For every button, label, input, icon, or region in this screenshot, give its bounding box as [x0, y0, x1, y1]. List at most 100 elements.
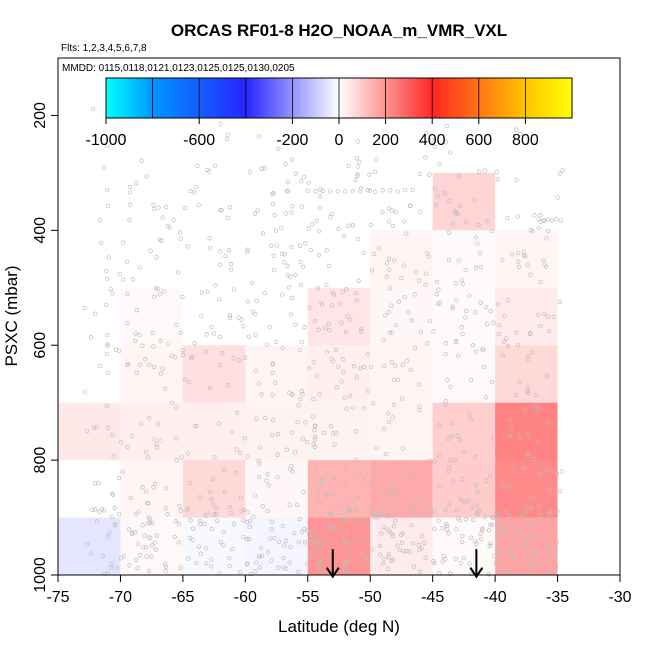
observation-point — [531, 551, 537, 557]
y-tick-label: 200 — [32, 102, 49, 129]
observation-point — [560, 168, 565, 173]
colorbar-segment — [264, 78, 268, 118]
observation-point — [440, 525, 445, 531]
observation-point — [338, 529, 343, 535]
colorbar-segment — [136, 78, 140, 118]
observation-point — [286, 188, 291, 193]
observation-point — [402, 219, 407, 224]
observation-point — [542, 311, 547, 316]
colorbar-segment — [441, 78, 445, 118]
observation-point — [209, 325, 214, 330]
observation-point — [275, 452, 280, 457]
heatmap-cell — [245, 517, 308, 575]
observation-point — [395, 543, 400, 548]
observation-point — [381, 524, 386, 530]
observation-point — [416, 278, 422, 283]
observation-point — [453, 556, 458, 561]
observation-point — [496, 524, 502, 530]
observation-point — [525, 454, 531, 459]
observation-point — [127, 184, 133, 190]
observation-point — [207, 386, 213, 391]
observation-point — [172, 534, 178, 540]
observation-point — [499, 567, 504, 572]
observation-point — [367, 482, 372, 487]
observation-point — [275, 474, 280, 480]
observation-point — [473, 310, 478, 315]
colorbar-segment — [355, 78, 359, 118]
observation-point — [302, 526, 307, 532]
colorbar-segment — [348, 78, 352, 118]
colorbar-segment — [530, 78, 533, 118]
observation-point — [488, 522, 493, 528]
observation-point — [289, 157, 295, 162]
observation-point — [173, 519, 178, 524]
observation-point — [129, 433, 134, 439]
colorbar-segment — [495, 78, 498, 118]
observation-point — [388, 188, 393, 193]
observation-point — [386, 219, 392, 224]
observation-point — [197, 518, 203, 524]
observation-point — [235, 410, 240, 415]
observation-point — [536, 225, 541, 231]
observation-point — [435, 193, 440, 198]
colorbar-segment — [502, 78, 505, 118]
observation-point — [154, 533, 159, 538]
observation-point — [227, 555, 232, 561]
observation-point — [346, 556, 352, 561]
observation-point — [153, 481, 158, 487]
observation-point — [142, 357, 148, 362]
observation-point — [486, 528, 492, 533]
colorbar-segment — [124, 78, 128, 118]
observation-point — [140, 523, 145, 528]
observation-point — [493, 561, 498, 566]
observation-point — [304, 562, 310, 567]
observation-point — [316, 327, 321, 332]
observation-point — [400, 362, 406, 367]
observation-point — [341, 357, 346, 362]
observation-point — [436, 287, 441, 292]
observation-point — [500, 258, 505, 263]
observation-point — [359, 552, 365, 558]
heatmap-cell — [432, 230, 496, 288]
colorbar-segment — [408, 78, 412, 118]
observation-point — [353, 516, 358, 521]
colorbar-segment — [213, 78, 217, 118]
observation-point — [374, 445, 379, 451]
observation-point — [121, 553, 127, 559]
observation-point — [483, 304, 489, 310]
colorbar-segment — [201, 78, 205, 118]
observation-point — [473, 539, 478, 544]
observation-point — [475, 490, 480, 495]
observation-point — [151, 202, 156, 207]
observation-point — [485, 218, 490, 224]
observation-point — [432, 526, 437, 531]
colorbar-segment — [194, 78, 198, 118]
observation-point — [473, 454, 478, 459]
colorbar-segment — [185, 78, 189, 118]
observation-point — [431, 559, 436, 564]
heatmap-cell — [120, 345, 183, 403]
observation-point — [312, 437, 318, 442]
observation-point — [442, 191, 448, 196]
observation-point — [149, 543, 155, 548]
observation-point — [546, 468, 552, 473]
observation-point — [287, 390, 292, 395]
observation-point — [437, 161, 442, 167]
observation-point — [178, 236, 183, 241]
heatmap-cell — [58, 460, 121, 518]
observation-point — [85, 542, 90, 547]
observation-point — [283, 211, 288, 216]
observation-point — [120, 469, 125, 475]
observation-point — [284, 447, 290, 452]
colorbar-segment — [115, 78, 119, 118]
observation-point — [390, 223, 395, 229]
observation-point — [428, 505, 433, 511]
observation-point — [134, 308, 140, 313]
observation-point — [125, 444, 130, 449]
observation-point — [104, 302, 109, 308]
observation-point — [287, 560, 292, 565]
observation-point — [289, 430, 295, 435]
observation-point — [310, 414, 316, 419]
heatmap-cell — [120, 402, 183, 461]
observation-point — [108, 286, 113, 292]
